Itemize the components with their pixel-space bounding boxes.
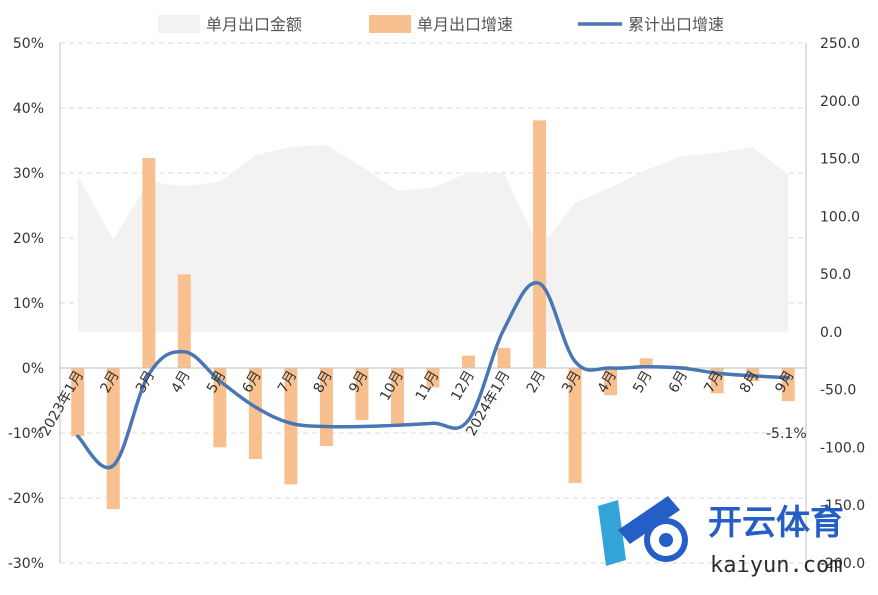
watermark: 开云体育 kaiyun.com [598, 496, 844, 578]
left-tick-label: 10% [13, 296, 44, 312]
bar-12 [497, 347, 511, 368]
bar-14 [568, 368, 582, 484]
right-tick-label: 50.0 [820, 267, 851, 283]
bar-10 [426, 368, 440, 388]
bar-5 [248, 368, 262, 459]
left-tick-label: -30% [8, 556, 44, 572]
left-tick-label: 50% [13, 36, 44, 52]
right-tick-label: -200.0 [820, 556, 865, 572]
bar-1 [106, 368, 120, 510]
bar-3 [177, 274, 191, 368]
legend-label-bar: 单月出口增速 [417, 15, 513, 34]
right-tick-label: -150.0 [820, 498, 865, 514]
annotation-last-value: -5.1% [766, 426, 807, 442]
line-series [76, 280, 790, 470]
legend-label-area: 单月出口金额 [206, 15, 302, 34]
right-tick-label: -100.0 [820, 440, 865, 456]
watermark-brand-cn: 开云体育 [708, 503, 844, 543]
legend-swatch-area [158, 15, 200, 33]
right-tick-label: -50.0 [820, 383, 856, 399]
category-label-3: 4月 [168, 368, 193, 396]
line-cumulative-export-growth [76, 280, 790, 470]
category-label-11: 12月 [448, 368, 478, 404]
category-label-13: 2月 [524, 368, 549, 396]
bar-6 [284, 368, 298, 485]
right-tick-label: 200.0 [820, 94, 860, 110]
bar-9 [390, 368, 404, 424]
right-tick-label: 150.0 [820, 152, 860, 168]
area-series [77, 144, 789, 332]
right-tick-label: 0.0 [820, 325, 842, 341]
bar-8 [355, 368, 369, 420]
left-tick-label: 20% [13, 231, 44, 247]
bar-13 [533, 120, 547, 368]
category-label-2: 3月 [133, 368, 158, 396]
left-tick-label: 40% [13, 101, 44, 117]
bar-16 [639, 358, 653, 368]
left-tick-label: -10% [8, 426, 44, 442]
bar-0 [71, 368, 85, 437]
category-label-17: 6月 [666, 368, 691, 396]
area-monthly-export-value [77, 144, 789, 332]
bar-11 [462, 355, 476, 368]
right-tick-label: 250.0 [820, 36, 860, 52]
legend-label-line: 累计出口增速 [628, 15, 724, 34]
bar-series [71, 120, 795, 510]
left-tick-label: 0% [22, 361, 44, 377]
legend: 单月出口金额 单月出口增速 累计出口增速 [158, 15, 724, 34]
bar-15 [604, 368, 618, 396]
right-axis-ticks: -200.0 -150.0 -100.0 -50.0 0.0 50.0 100.0 150.0… [820, 36, 865, 572]
left-axis-ticks: -30% -20% -10% 0% 10% 20% 30% 40% 50% [8, 36, 44, 572]
right-tick-label: 100.0 [820, 209, 860, 225]
left-tick-label: 30% [13, 166, 44, 182]
legend-swatch-bar [369, 15, 411, 33]
bar-4 [213, 368, 227, 448]
bar-2 [142, 158, 156, 368]
watermark-brand-en: kaiyun.com [710, 553, 842, 578]
category-label-16: 5月 [630, 368, 655, 396]
left-tick-label: -20% [8, 491, 44, 507]
watermark-logo-icon [598, 496, 688, 566]
